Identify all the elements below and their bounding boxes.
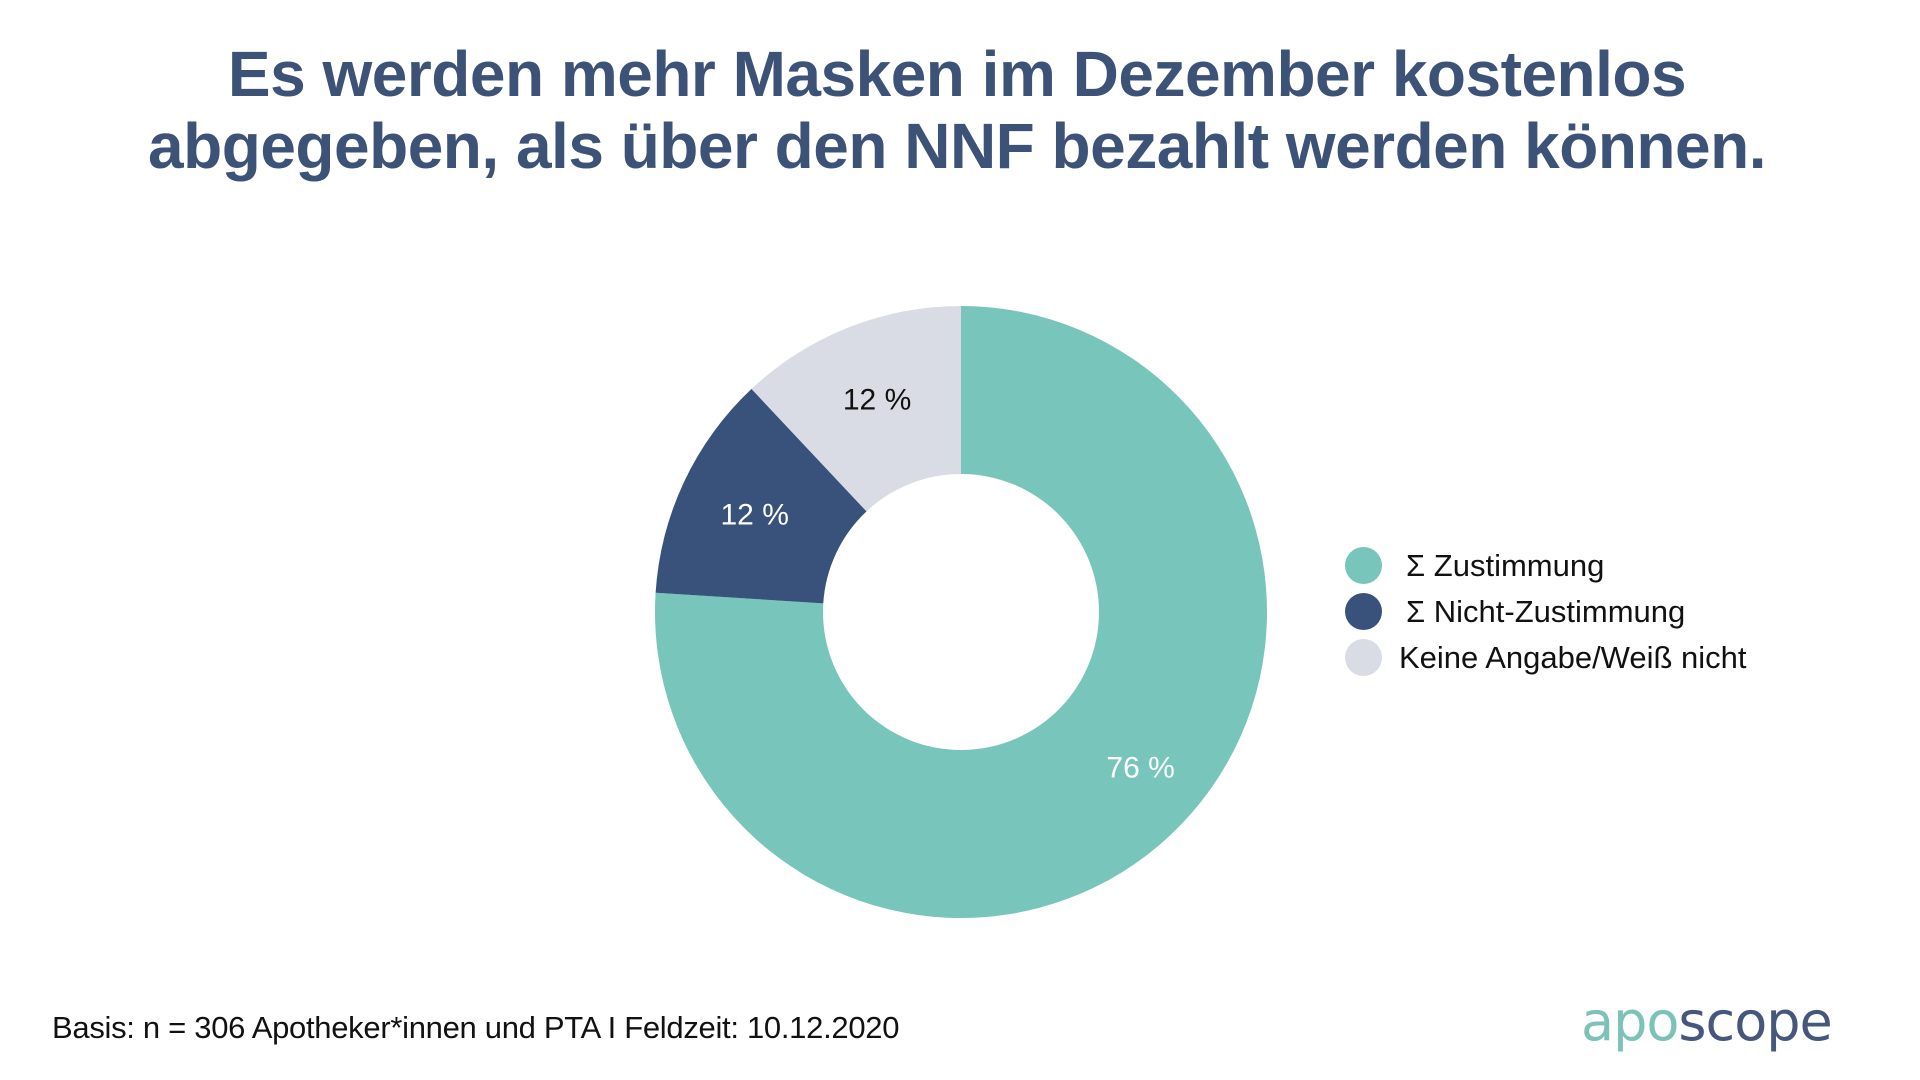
donut-slices — [655, 306, 1267, 918]
legend-swatch-zustimmung — [1345, 547, 1382, 584]
data-label-zustimmung: 76 % — [1106, 752, 1174, 785]
chart-title-line-2: abgegeben, als über den NNF bezahlt werd… — [148, 110, 1766, 182]
logo-part-apo: apo — [1581, 990, 1679, 1053]
donut-slice-nicht-zustimmung — [655, 388, 867, 604]
logo-part-scope: scope — [1678, 990, 1832, 1053]
legend-label-keine-angabe: Keine Angabe/Weiß nicht — [1399, 639, 1747, 675]
legend-item-keine-angabe: Keine Angabe/Weiß nicht — [1345, 639, 1747, 676]
footer-basis-note: Basis: n = 306 Apotheker*innen und PTA I… — [52, 1010, 900, 1045]
legend-swatch-nicht-zustimmung — [1345, 593, 1382, 630]
donut-slice-keine-angabe — [751, 306, 961, 512]
legend-label-zustimmung: Σ Zustimmung — [1406, 547, 1605, 583]
aposcope-logo: aposcope — [1581, 990, 1833, 1053]
data-label-nicht-zustimmung: 12 % — [721, 498, 789, 531]
data-label-keine-angabe: 12 % — [843, 384, 911, 417]
chart-legend: Σ Zustimmung Σ Nicht-Zustimmung Keine An… — [1345, 547, 1747, 685]
legend-swatch-keine-angabe — [1345, 639, 1382, 676]
legend-item-zustimmung: Σ Zustimmung — [1345, 547, 1747, 584]
chart-title-line-1: Es werden mehr Masken im Dezember kosten… — [227, 38, 1687, 110]
chart-title: Es werden mehr Masken im Dezember kosten… — [0, 38, 1914, 182]
legend-label-nicht-zustimmung: Σ Nicht-Zustimmung — [1406, 593, 1686, 629]
donut-slice-labels: 76 % 12 % 12 % — [721, 384, 1175, 785]
donut-slice-zustimmung — [655, 306, 1267, 918]
legend-item-nicht-zustimmung: Σ Nicht-Zustimmung — [1345, 593, 1747, 630]
